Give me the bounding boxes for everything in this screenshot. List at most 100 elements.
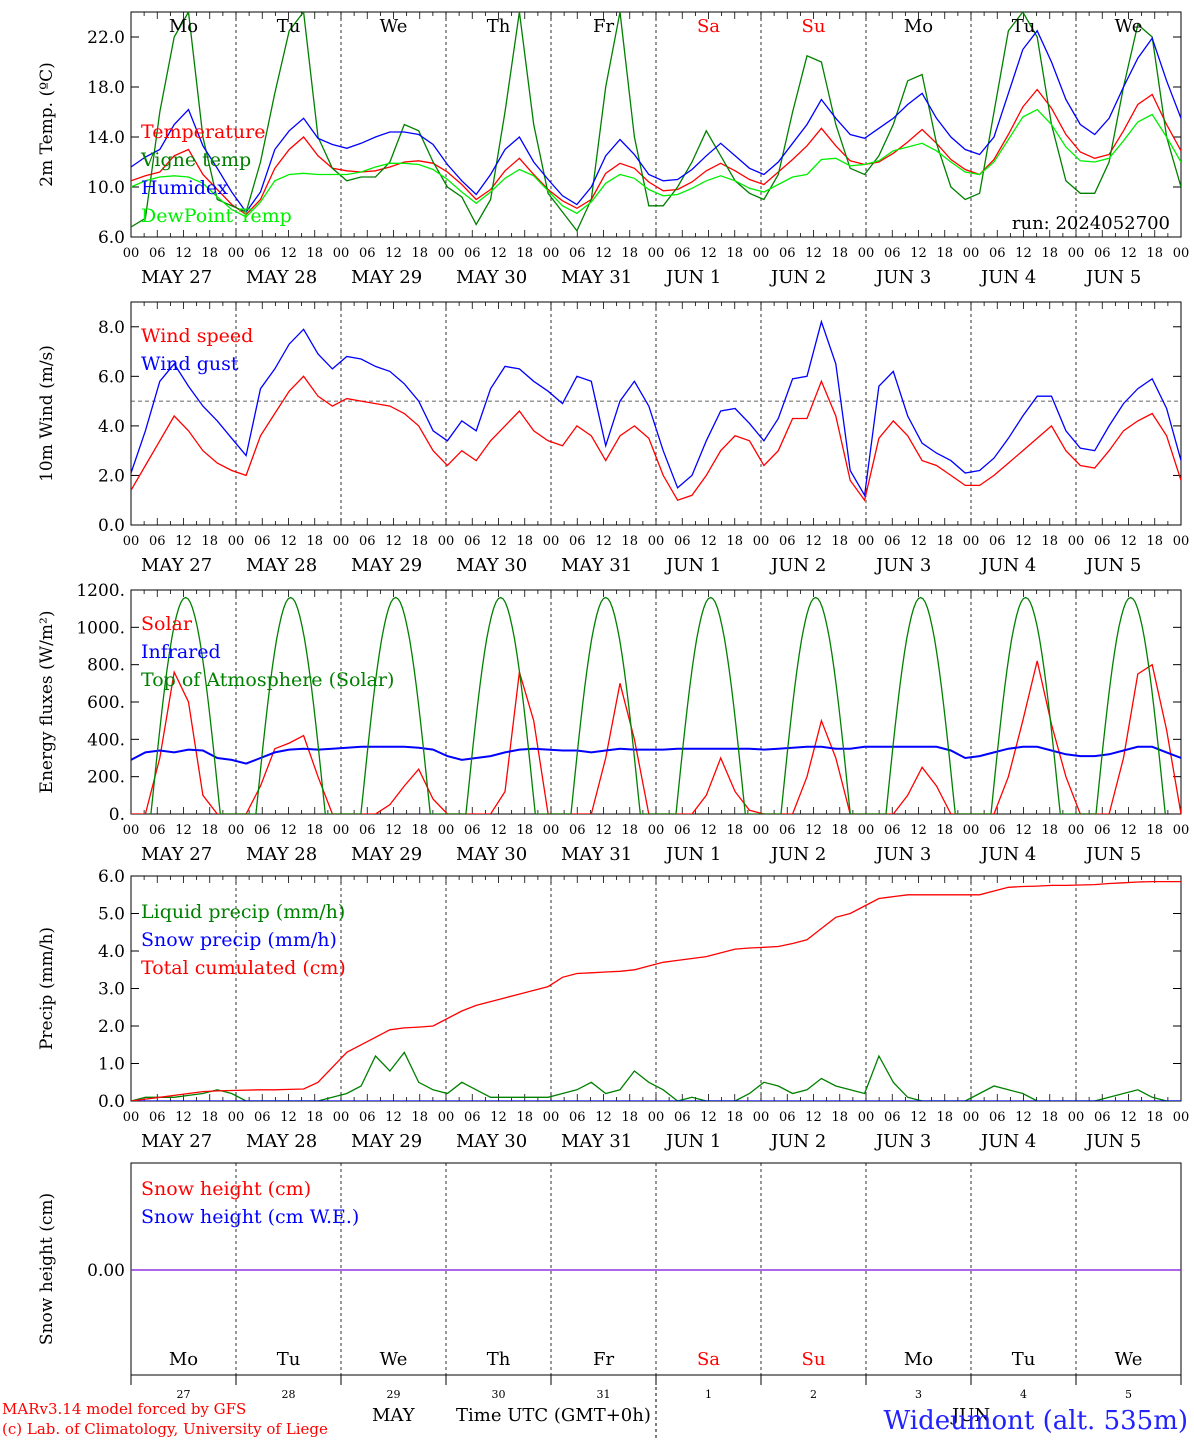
- hour-tick-label: 12: [595, 534, 612, 549]
- date-label: MAY 31: [561, 555, 632, 576]
- hour-tick-label: 00: [963, 823, 980, 838]
- hour-tick-label: 18: [516, 823, 533, 838]
- hour-tick-label: 12: [910, 534, 927, 549]
- hour-tick-label: 00: [963, 1110, 980, 1125]
- series-temperature: [131, 88, 1181, 216]
- series-dewpoint-temp: [131, 108, 1181, 218]
- legend-entry: Top of Atmosphere (Solar): [141, 669, 394, 691]
- date-label: JUN 2: [769, 1131, 826, 1152]
- weekday-label: Tu: [277, 16, 301, 37]
- hour-tick-label: 12: [700, 534, 717, 549]
- hour-tick-label: 06: [254, 534, 271, 549]
- date-label: MAY 28: [246, 844, 317, 865]
- hour-tick-label: 18: [411, 246, 428, 261]
- hour-tick-label: 18: [1041, 534, 1058, 549]
- hour-tick-label: 06: [569, 534, 586, 549]
- hour-tick-label: 00: [1173, 246, 1190, 261]
- series-wind-speed: [131, 375, 1181, 502]
- hour-tick-label: 06: [674, 534, 691, 549]
- weekday-label: Su: [802, 16, 826, 37]
- hour-tick-label: 06: [779, 246, 796, 261]
- hour-tick-label: 12: [1015, 246, 1032, 261]
- y-tick-label: 22.0: [87, 28, 125, 48]
- hour-tick-label: 18: [306, 1110, 323, 1125]
- y-tick-label: 600.: [87, 693, 125, 713]
- legend-entry: Snow precip (mm/h): [141, 929, 337, 951]
- hour-tick-label: 12: [175, 246, 192, 261]
- y-tick-label: 8.0: [98, 318, 125, 338]
- hour-tick-label: 06: [254, 1110, 271, 1125]
- hour-tick-label: 06: [779, 1110, 796, 1125]
- hour-tick-label: 18: [411, 534, 428, 549]
- date-label: JUN 3: [874, 555, 931, 576]
- date-label: MAY 30: [456, 555, 527, 576]
- legend-entry: Total cumulated (cm): [141, 957, 346, 979]
- hour-tick-label: 06: [989, 534, 1006, 549]
- date-label: MAY 31: [561, 1131, 632, 1152]
- hour-tick-label: 00: [1173, 534, 1190, 549]
- hour-tick-label: 18: [726, 823, 743, 838]
- hour-tick-label: 12: [805, 246, 822, 261]
- hour-tick-label: 12: [910, 1110, 927, 1125]
- date-label: MAY 30: [456, 267, 527, 288]
- y-tick-label: 0.00: [87, 1261, 125, 1281]
- hour-tick-label: 00: [228, 534, 245, 549]
- y-tick-label: 3.0: [98, 980, 125, 1000]
- hour-tick-label: 00: [438, 823, 455, 838]
- y-axis-title: 10m Wind (m/s): [37, 345, 57, 482]
- hour-tick-label: 06: [359, 246, 376, 261]
- hour-tick-label: 00: [753, 1110, 770, 1125]
- weekday-label: Sa: [697, 16, 720, 37]
- weekday-label: We: [1115, 16, 1143, 37]
- y-tick-label: 0.0: [98, 516, 125, 536]
- hour-tick-label: 06: [884, 534, 901, 549]
- hour-tick-label: 12: [385, 823, 402, 838]
- hour-tick-label: 18: [411, 1110, 428, 1125]
- hour-tick-label: 06: [149, 823, 166, 838]
- day-number: 2: [810, 1388, 817, 1401]
- date-label: MAY 27: [141, 1131, 212, 1152]
- y-tick-label: 6.0: [98, 367, 125, 387]
- y-tick-label: 1.0: [98, 1055, 125, 1075]
- weekday-label: Fr: [593, 16, 614, 37]
- hour-tick-label: 00: [228, 823, 245, 838]
- hour-tick-label: 06: [674, 823, 691, 838]
- hour-tick-label: 06: [149, 534, 166, 549]
- hour-tick-label: 12: [385, 534, 402, 549]
- hour-tick-label: 06: [674, 246, 691, 261]
- y-tick-label: 800.: [87, 656, 125, 676]
- day-number: 27: [177, 1388, 191, 1401]
- legend-entry: Infrared: [141, 641, 221, 663]
- hour-tick-label: 00: [543, 1110, 560, 1125]
- day-number: 30: [492, 1388, 506, 1401]
- hour-tick-label: 06: [149, 246, 166, 261]
- date-label: JUN 4: [979, 1131, 1036, 1152]
- weekday-label: Tu: [1012, 16, 1036, 37]
- hour-tick-label: 00: [858, 1110, 875, 1125]
- y-tick-label: 4.0: [98, 942, 125, 962]
- hour-tick-label: 06: [254, 246, 271, 261]
- date-label: MAY 31: [561, 267, 632, 288]
- hour-tick-label: 12: [490, 823, 507, 838]
- hour-tick-label: 06: [464, 246, 481, 261]
- hour-tick-label: 06: [884, 1110, 901, 1125]
- date-label: MAY 29: [351, 555, 422, 576]
- hour-tick-label: 12: [1120, 534, 1137, 549]
- weekday-label: Th: [487, 16, 511, 37]
- hour-tick-label: 18: [201, 246, 218, 261]
- legend-entry: Vigne temp: [140, 149, 251, 171]
- weekday-label: Mo: [904, 16, 933, 37]
- day-number: 29: [387, 1388, 401, 1401]
- weekday-label: Mo: [169, 1349, 198, 1370]
- date-label: JUN 5: [1084, 844, 1141, 865]
- hour-tick-label: 12: [595, 246, 612, 261]
- weekday-label: Tu: [277, 1349, 301, 1370]
- hour-tick-label: 06: [359, 534, 376, 549]
- hour-tick-label: 00: [1068, 534, 1085, 549]
- date-label: JUN 1: [664, 1131, 721, 1152]
- y-tick-label: 14.0: [87, 128, 125, 148]
- hour-tick-label: 18: [726, 1110, 743, 1125]
- hour-tick-label: 12: [490, 1110, 507, 1125]
- legend-entry: Solar: [141, 613, 193, 635]
- weekday-label: Mo: [904, 1349, 933, 1370]
